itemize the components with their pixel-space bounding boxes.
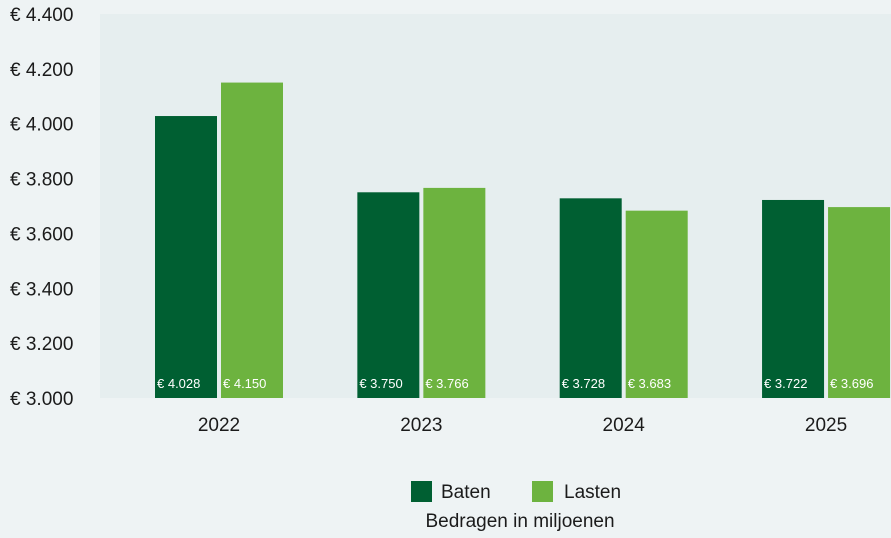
y-tick-label: € 4.000 bbox=[10, 115, 73, 136]
bar-value-label: € 3.722 bbox=[764, 376, 807, 391]
y-tick-label: € 3.400 bbox=[10, 279, 73, 300]
bar-value-label: € 3.696 bbox=[830, 376, 873, 391]
x-tick-label: 2024 bbox=[603, 415, 646, 436]
bars: € 4.028 € 4.150 € 3.750 € 3.766 € 3.728 € 3.6… bbox=[155, 82, 891, 399]
bar-baten-2025 bbox=[762, 199, 825, 398]
chart-note: Bedragen in miljoenen bbox=[425, 511, 614, 532]
bar-lasten-2022 bbox=[221, 82, 283, 399]
bar-lasten-2025 bbox=[828, 207, 891, 398]
bar-value-label: € 3.683 bbox=[628, 376, 671, 391]
x-axis: 2022 2023 2024 2025 bbox=[198, 415, 847, 436]
x-tick-label: 2023 bbox=[400, 415, 442, 436]
legend: Baten Lasten bbox=[411, 481, 621, 503]
x-tick-label: 2025 bbox=[805, 415, 847, 436]
bar-value-label: € 4.150 bbox=[223, 376, 266, 391]
bar-lasten-2024 bbox=[625, 210, 688, 398]
y-tick-label: € 4.200 bbox=[10, 60, 73, 81]
bar-baten-2022 bbox=[155, 116, 217, 398]
bar-lasten-2023 bbox=[423, 187, 486, 398]
x-tick-label: 2022 bbox=[198, 415, 240, 436]
legend-label: Baten bbox=[441, 482, 491, 503]
bar-value-label: € 3.766 bbox=[425, 376, 468, 391]
y-axis: € 3.000 € 3.200 € 3.400 € 3.600 € 3.800 € 4.0… bbox=[10, 5, 73, 410]
y-tick-label: € 3.600 bbox=[10, 224, 73, 245]
bar-value-label: € 3.750 bbox=[359, 376, 402, 391]
bar-value-label: € 3.728 bbox=[562, 376, 605, 391]
y-tick-label: € 4.400 bbox=[10, 5, 73, 26]
legend-label: Lasten bbox=[564, 482, 621, 503]
y-tick-label: € 3.800 bbox=[10, 170, 73, 191]
y-tick-label: € 3.000 bbox=[10, 389, 73, 410]
y-tick-label: € 3.200 bbox=[10, 334, 73, 355]
legend-swatch-baten bbox=[411, 481, 432, 502]
bar-baten-2024 bbox=[559, 198, 622, 398]
legend-swatch-lasten bbox=[532, 481, 553, 502]
bar-baten-2023 bbox=[357, 192, 420, 398]
bar-value-label: € 4.028 bbox=[157, 376, 200, 391]
